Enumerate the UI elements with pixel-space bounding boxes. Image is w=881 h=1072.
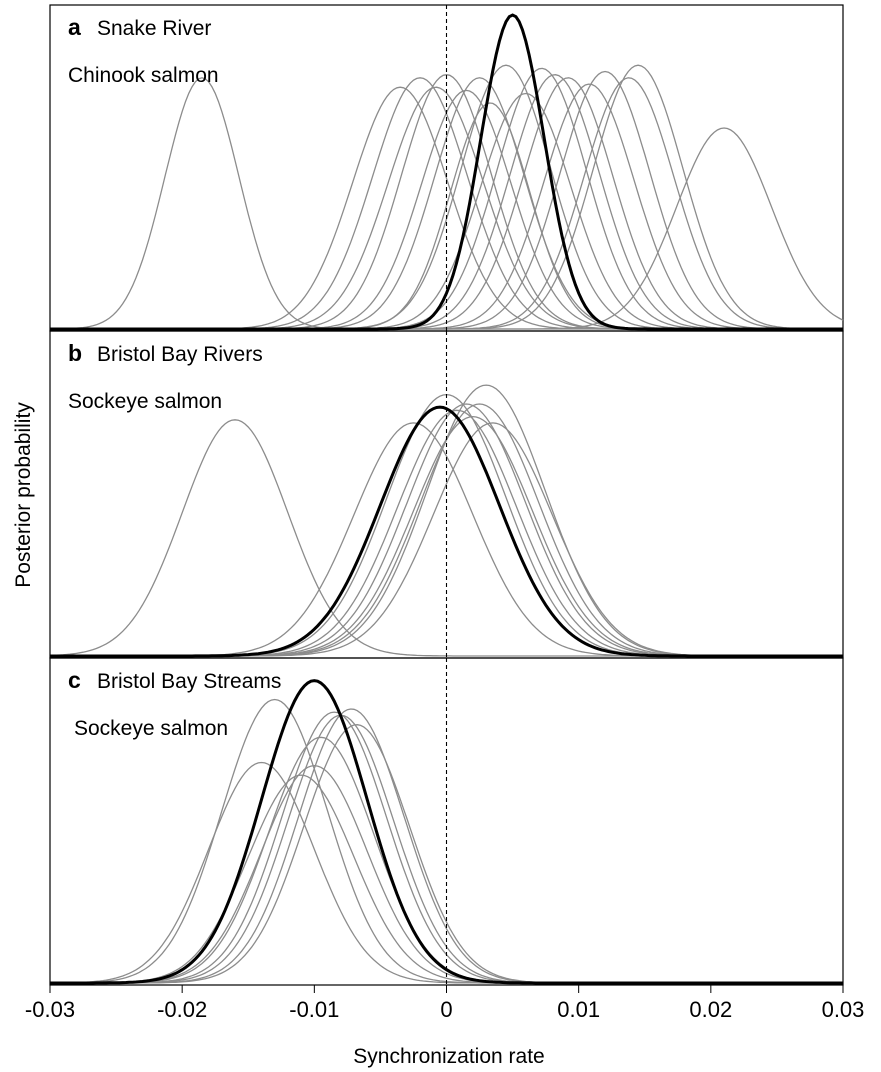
posterior-curve-b-3 xyxy=(50,393,843,657)
x-tick-label: 0.03 xyxy=(822,997,865,1022)
species-label-a: Chinook salmon xyxy=(68,64,219,87)
panel-letter-a: a xyxy=(68,14,81,40)
x-axis-title: Synchronization rate xyxy=(353,1045,544,1068)
posterior-curve-c-1 xyxy=(50,761,843,984)
panel-title-a: Snake River xyxy=(97,17,211,40)
panels-layer: a Snake River Chinook salmon b Bristol Bay R… xyxy=(49,4,844,986)
species-label-b: Sockeye salmon xyxy=(68,390,222,413)
x-tick-label: -0.01 xyxy=(289,997,339,1022)
y-axis-title: Posterior probability xyxy=(12,402,35,588)
x-tick-label: -0.02 xyxy=(157,997,207,1022)
x-tick-label: 0.02 xyxy=(689,997,732,1022)
panel-a: a Snake River Chinook salmon xyxy=(49,4,844,332)
x-tick-label: 0.01 xyxy=(557,997,600,1022)
x-tick-label: -0.03 xyxy=(25,997,75,1022)
x-tick-label: 0 xyxy=(440,997,452,1022)
x-axis: -0.03 -0.02 -0.01 0 0.01 0.02 0.03 xyxy=(25,985,864,1022)
panel-title-c: Bristol Bay Streams xyxy=(97,670,281,693)
panel-letter-b: b xyxy=(68,340,82,366)
panel-title-b: Bristol Bay Rivers xyxy=(97,343,263,366)
panel-b: b Bristol Bay Rivers Sockeye salmon xyxy=(49,330,844,659)
panel-letter-c: c xyxy=(68,667,81,693)
panel-c: c Bristol Bay Streams Sockeye salmon xyxy=(49,657,844,986)
species-label-c: Sockeye salmon xyxy=(74,717,228,740)
